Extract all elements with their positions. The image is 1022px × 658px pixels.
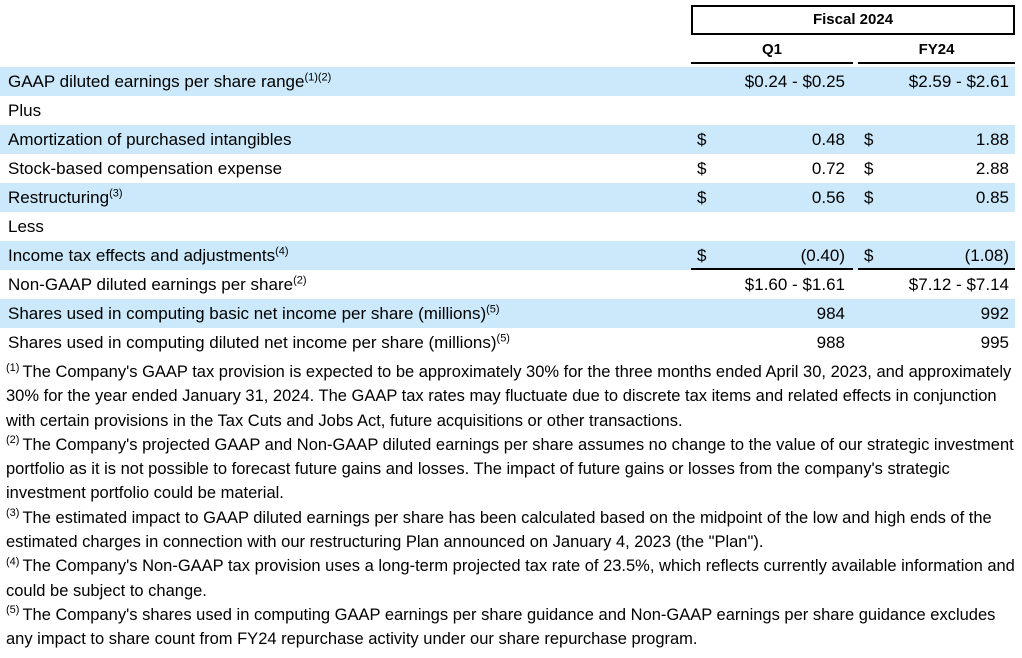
- footnote-marker: (4): [6, 555, 20, 568]
- row-label: Amortization of purchased intangibles: [8, 130, 292, 149]
- footnotes-section: (1) The Company's GAAP tax provision is e…: [6, 360, 1016, 652]
- footnote-marker: (5): [6, 604, 20, 617]
- footnote-marker: (3): [6, 507, 20, 520]
- footnote: (5) The Company's shares used in computin…: [6, 604, 996, 649]
- fy24-value-cell: $7.12 - $7.14: [908, 275, 1009, 294]
- fy24-value-cell: 992: [980, 304, 1009, 323]
- q1-value-cell: $0.72: [691, 154, 853, 183]
- table-section-row: Less: [0, 212, 1015, 241]
- footnote-marker: (1): [6, 361, 20, 374]
- row-label: Non-GAAP diluted earnings per share(2): [8, 274, 307, 294]
- row-label: Plus: [8, 101, 42, 120]
- q1-value-cell: $0.48: [691, 125, 853, 154]
- table-row: Income tax effects and adjustments(4) $(…: [0, 241, 1015, 270]
- fy24-value-cell: $2.88: [858, 154, 1015, 183]
- footnote-ref: (3): [109, 187, 123, 200]
- dollar-sign: $: [697, 159, 707, 178]
- dollar-sign: $: [697, 130, 707, 149]
- table-row: Amortization of purchased intangibles $0…: [0, 125, 1015, 154]
- q1-value-cell: 988: [816, 333, 845, 352]
- table-row: Stock-based compensation expense $0.72 $…: [0, 154, 1015, 183]
- q1-value-cell: $0.56: [691, 183, 853, 212]
- dollar-sign: $: [864, 159, 874, 178]
- row-label: Restructuring(3): [8, 187, 123, 207]
- row-label: GAAP diluted earnings per share range(1)…: [8, 71, 332, 91]
- q1-value-cell: $0.24 - $0.25: [744, 72, 845, 91]
- table-section-row: Plus: [0, 96, 1015, 125]
- row-label: Stock-based compensation expense: [8, 159, 283, 178]
- fiscal-year-group-header: Fiscal 2024: [691, 5, 1015, 35]
- footnote-ref: (2): [293, 274, 307, 287]
- q1-column-header: Q1: [691, 39, 853, 64]
- row-label: Shares used in computing basic net incom…: [8, 303, 500, 323]
- footnote: (2) The Company's projected GAAP and Non-…: [6, 434, 1014, 503]
- table-row: Restructuring(3) $0.56 $0.85: [0, 183, 1015, 212]
- table-row: Shares used in computing basic net incom…: [0, 299, 1015, 328]
- footnote-ref: (4): [275, 245, 289, 258]
- table-row: Shares used in computing diluted net inc…: [0, 328, 1015, 357]
- dollar-sign: $: [864, 188, 874, 207]
- q1-value-cell: $1.60 - $1.61: [744, 275, 845, 294]
- footnote-ref: (5): [486, 303, 500, 316]
- row-label: Shares used in computing diluted net inc…: [8, 332, 510, 352]
- dollar-sign: $: [864, 130, 874, 149]
- eps-table: GAAP diluted earnings per share range(1)…: [0, 67, 1015, 357]
- q1-value-cell: 984: [816, 304, 845, 323]
- fy24-value-cell: $1.88: [858, 125, 1015, 154]
- fy24-value-cell: 995: [980, 333, 1009, 352]
- footnote-ref: (1)(2): [304, 71, 332, 84]
- q1-value-cell: $ (0.40): [691, 241, 853, 270]
- table-row: GAAP diluted earnings per share range(1)…: [0, 67, 1015, 96]
- footnote: (1) The Company's GAAP tax provision is e…: [6, 361, 1012, 430]
- table-row: Non-GAAP diluted earnings per share(2) $…: [0, 270, 1015, 299]
- footnote-ref: (5): [496, 332, 510, 345]
- dollar-sign: $: [697, 246, 707, 265]
- fy24-column-header: FY24: [858, 39, 1015, 64]
- dollar-sign: $: [864, 246, 874, 265]
- dollar-sign: $: [697, 188, 707, 207]
- fy24-value-cell: $2.59 - $2.61: [908, 72, 1009, 91]
- footnote-marker: (2): [6, 434, 20, 447]
- fy24-value-cell: $ (1.08): [858, 241, 1015, 270]
- footnote: (3) The estimated impact to GAAP diluted …: [6, 507, 992, 552]
- row-label: Income tax effects and adjustments(4): [8, 245, 289, 265]
- fy24-value-cell: $0.85: [858, 183, 1015, 212]
- footnote: (4) The Company's Non-GAAP tax provision …: [6, 555, 1015, 600]
- row-label: Less: [8, 217, 44, 236]
